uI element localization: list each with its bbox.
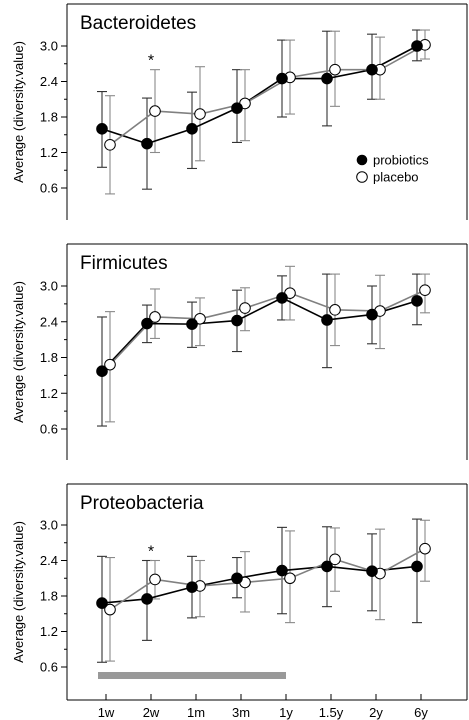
point-placebo	[149, 311, 161, 323]
point-placebo	[329, 63, 341, 76]
series-line-probiotics	[101, 297, 418, 372]
y-tick-label: 3.0	[40, 518, 58, 533]
y-tick-label: 1.8	[40, 110, 58, 125]
y-tick-label: 3.0	[40, 39, 58, 54]
point-placebo	[239, 302, 251, 314]
y-tick-label: 1.8	[40, 350, 58, 365]
point-probiotics	[186, 318, 198, 330]
y-tick-label: 1.2	[40, 145, 58, 160]
point-placebo	[104, 603, 116, 616]
point-placebo	[149, 573, 161, 586]
y-tick-label: 0.6	[40, 422, 58, 437]
y-axis-label: Average (diversity.value)	[11, 41, 26, 183]
x-tick-label: 2y	[369, 705, 383, 720]
point-probiotics	[411, 560, 423, 573]
point-probiotics	[141, 593, 153, 605]
y-tick-label: 2.4	[40, 74, 58, 89]
y-tick-label: 0.6	[40, 660, 58, 675]
point-probiotics	[231, 572, 243, 585]
series-line-placebo	[109, 44, 426, 146]
y-tick-label: 1.8	[40, 589, 58, 604]
y-tick-label: 3.0	[40, 279, 58, 294]
point-probiotics	[276, 72, 288, 85]
point-probiotics	[186, 123, 198, 135]
legend-label-placebo: placebo	[373, 170, 419, 185]
point-probiotics	[276, 564, 288, 577]
point-placebo	[194, 108, 206, 120]
x-tick-label: 2w	[143, 705, 160, 720]
x-tick-label: 1y	[279, 705, 293, 720]
panel-firmicutes: 0.6 1.2 1.8 2.4 3.0 Average (diversity.value)…	[11, 243, 468, 460]
point-probiotics	[96, 123, 108, 135]
point-probiotics	[231, 314, 243, 327]
panel-proteobacteria: 0.6 1.2 1.8 2.4 3.0 Average (diversity.value)…	[11, 483, 468, 700]
y-axis-label: Average (diversity.value)	[11, 521, 26, 663]
point-probiotics	[96, 597, 108, 609]
point-placebo	[149, 105, 161, 117]
point-probiotics	[321, 72, 333, 85]
x-tick-label: 3m	[232, 705, 250, 720]
point-probiotics	[186, 581, 198, 593]
panel-title: Bacteroidetes	[80, 13, 196, 34]
point-placebo	[284, 572, 296, 585]
legend: probiotics placebo	[356, 153, 429, 185]
series-line-probiotics	[101, 565, 418, 604]
point-placebo	[419, 542, 431, 555]
treatment-period-bar	[98, 672, 286, 679]
point-probiotics	[366, 63, 378, 76]
x-tick-label: 1.5y	[319, 705, 344, 720]
series-line-probiotics	[101, 45, 418, 145]
y-tick-label: 2.4	[40, 314, 58, 329]
point-placebo	[194, 312, 206, 325]
point-probiotics	[141, 137, 153, 150]
significance-star: *	[148, 53, 154, 70]
point-probiotics	[96, 365, 108, 378]
series-line-placebo	[109, 289, 426, 366]
point-placebo	[329, 304, 341, 316]
legend-marker-placebo	[356, 171, 368, 183]
panel-bacteroidetes: 0.6 1.2 1.8 2.4 3.0 Average (diversity.value)…	[11, 3, 468, 220]
point-probiotics	[276, 292, 288, 304]
legend-label-probiotics: probiotics	[373, 153, 429, 168]
point-placebo	[329, 553, 341, 566]
point-probiotics	[321, 314, 333, 326]
panel-title: Firmicutes	[80, 253, 168, 274]
y-axis-label: Average (diversity.value)	[11, 281, 26, 423]
point-probiotics	[411, 295, 423, 307]
x-tick-label: 1m	[187, 705, 205, 720]
x-axis: 1w 2w 1m 3m 1y 1.5y 2y 6y	[67, 694, 467, 720]
y-tick-label: 2.4	[40, 553, 58, 568]
point-probiotics	[366, 565, 378, 577]
point-probiotics	[231, 102, 243, 114]
point-placebo	[419, 284, 431, 296]
panel-title: Proteobacteria	[80, 493, 204, 514]
x-tick-label: 6y	[414, 705, 428, 720]
x-tick-label: 1w	[98, 705, 115, 720]
point-probiotics	[411, 40, 423, 52]
legend-marker-probiotics	[356, 154, 368, 166]
point-probiotics	[366, 308, 378, 321]
point-placebo	[104, 139, 116, 151]
y-tick-label: 0.6	[40, 181, 58, 196]
point-placebo	[104, 358, 116, 371]
significance-star: *	[148, 544, 154, 561]
point-probiotics	[141, 317, 153, 330]
point-probiotics	[321, 560, 333, 573]
y-tick-label: 1.2	[40, 386, 58, 401]
y-tick-label: 1.2	[40, 624, 58, 639]
